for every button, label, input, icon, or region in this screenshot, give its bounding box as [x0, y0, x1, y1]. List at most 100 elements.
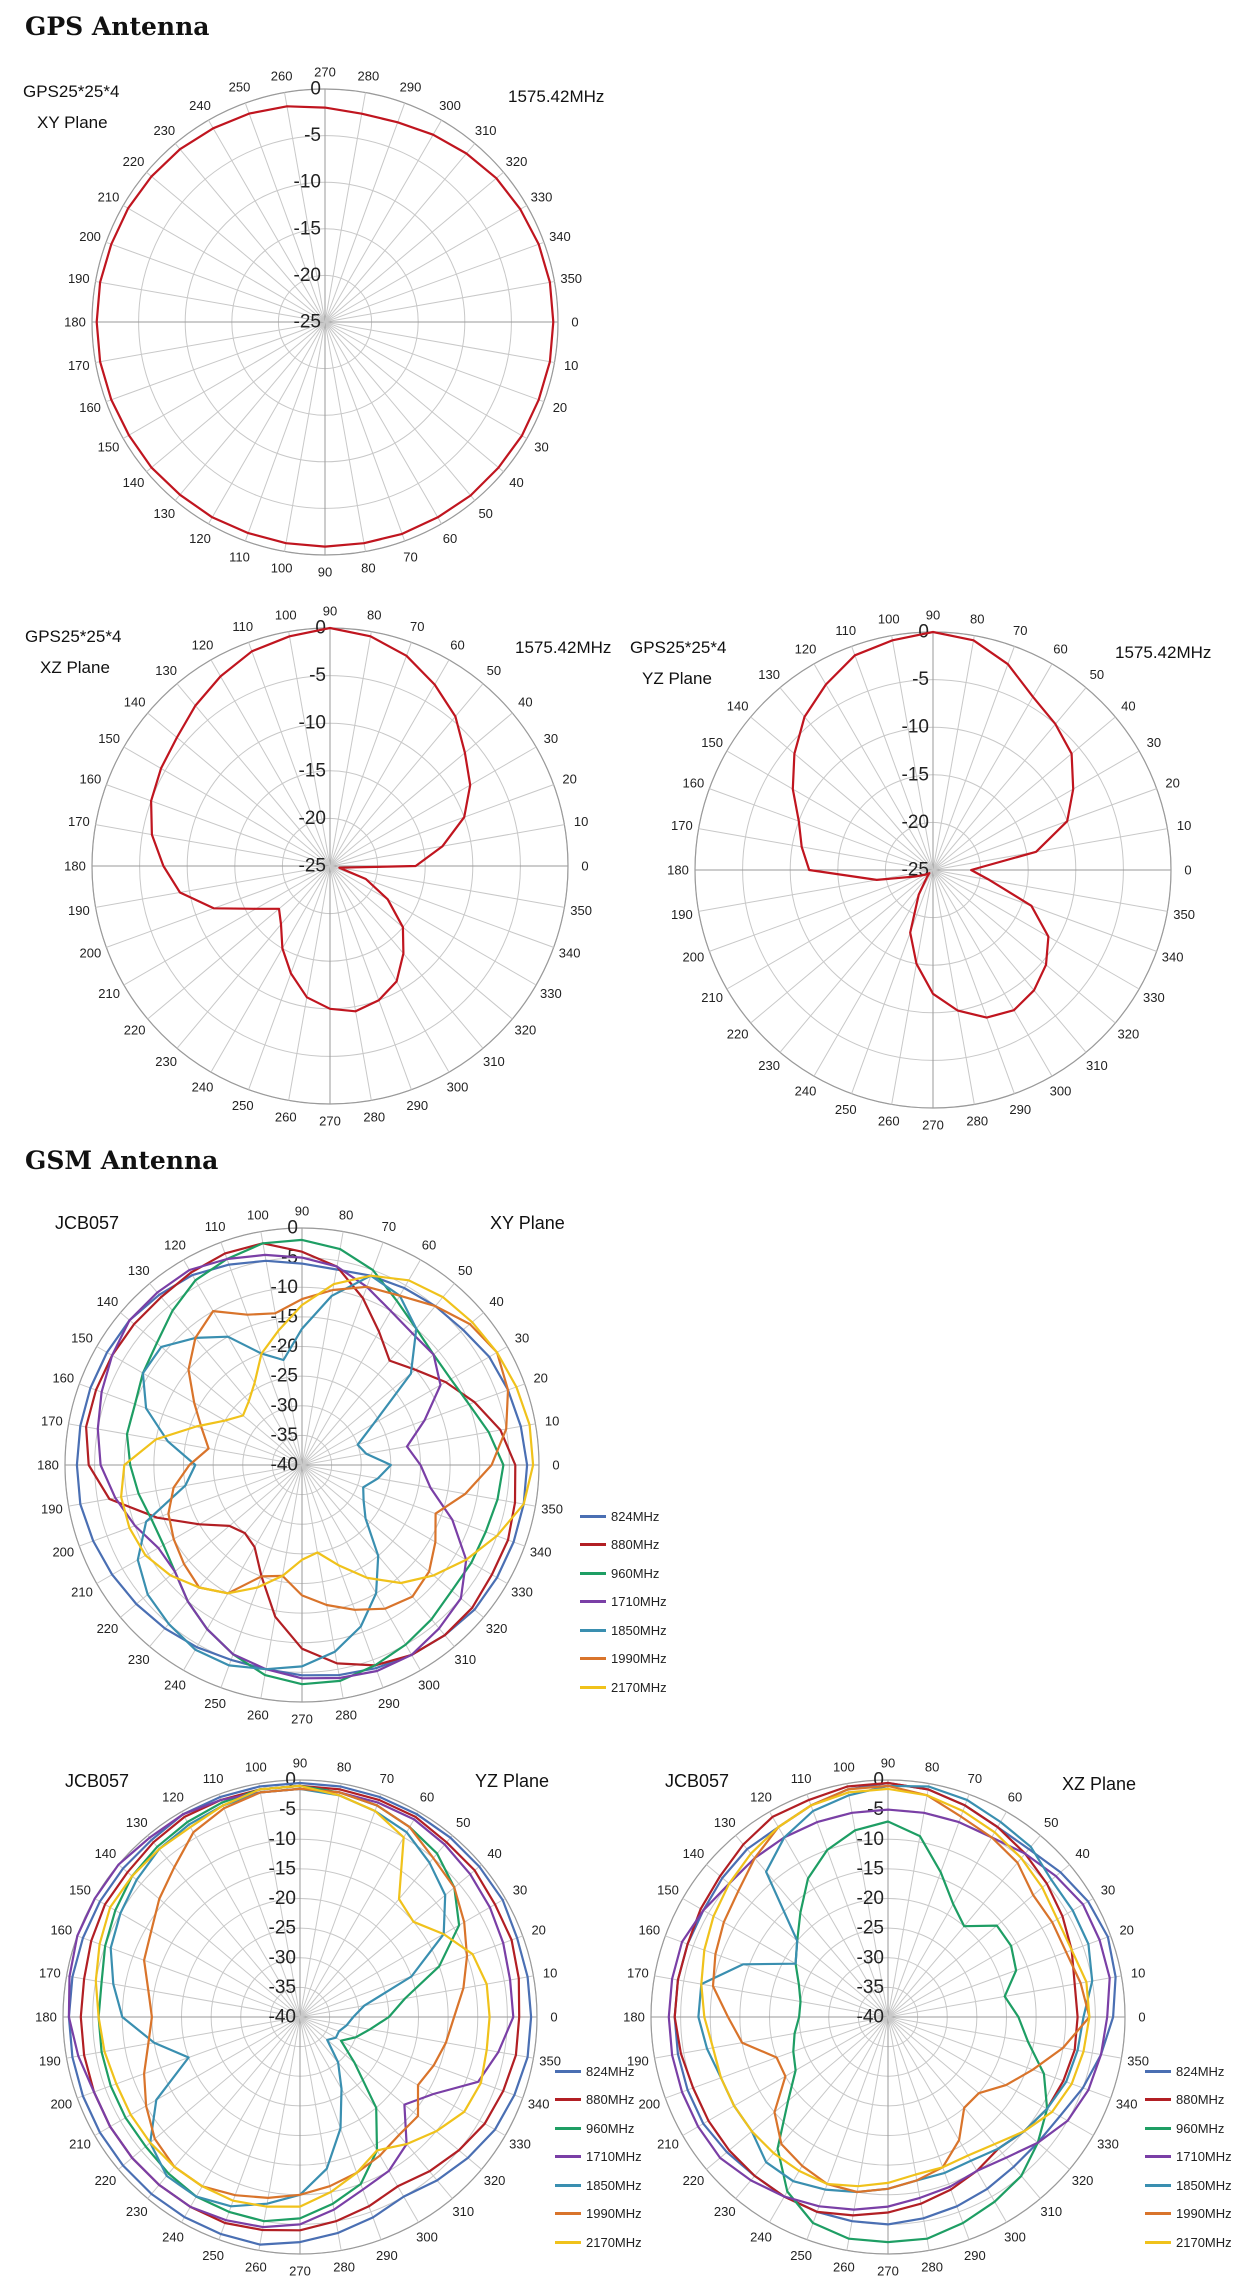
grid-spoke — [932, 869, 1157, 952]
grid-spoke — [66, 1975, 301, 2018]
angle-tick-label: 70 — [382, 1219, 396, 1234]
angle-tick-label: 130 — [758, 667, 780, 682]
legend-label: 1990MHz — [586, 2206, 642, 2222]
legend-swatch — [580, 1514, 606, 1518]
angle-tick-label: 10 — [543, 1965, 557, 1980]
grid-spoke — [735, 2016, 889, 2199]
grid-spoke — [654, 2016, 889, 2059]
legend-item: 1850MHz — [555, 2171, 642, 2200]
angle-tick-label: 290 — [406, 1098, 428, 1113]
angle-tick-label: 290 — [400, 80, 422, 95]
grid-spoke — [248, 642, 331, 867]
angle-tick-label: 300 — [418, 1677, 440, 1692]
angle-labels: 0 10 20 30 40 50 60 70 80 90 100 110 120 130 140 150 160… — [64, 604, 592, 1129]
angle-tick-label: 310 — [483, 1054, 505, 1069]
angle-tick-label: 210 — [657, 2137, 679, 2152]
series-line-2170mhz — [120, 1274, 535, 1595]
radial-tick-label: -15 — [857, 1858, 884, 1879]
grid-spoke — [887, 1864, 1070, 2018]
grid-spoke — [932, 750, 1140, 871]
grid-spoke — [122, 321, 326, 439]
legend-item: 1710MHz — [580, 1588, 667, 1617]
series-line-880mhz — [79, 1784, 521, 2232]
grid-spoke — [851, 869, 934, 1094]
angle-tick-label: 320 — [506, 154, 528, 169]
polar-grid — [64, 1227, 540, 1703]
legend-item: 960MHz — [580, 1559, 667, 1588]
polar-grid — [91, 627, 569, 1105]
series-line-1710mhz — [67, 1787, 515, 2229]
grid-spoke — [183, 1464, 303, 1671]
grid-spoke — [735, 1835, 889, 2018]
radial-tick-label: -20 — [299, 808, 326, 829]
legend-label: 1990MHz — [611, 1651, 667, 1667]
grid-spoke — [288, 631, 331, 867]
angle-tick-label: 350 — [539, 2054, 561, 2069]
grid-spoke — [105, 241, 326, 323]
radial-tick-label: -20 — [294, 265, 321, 286]
angle-tick-label: 0 — [1138, 2010, 1145, 2025]
radial-tick-label: 0 — [315, 618, 326, 639]
chart-freq-label: 1575.42MHz — [508, 87, 604, 106]
grid-spoke — [806, 1794, 889, 2018]
legend-label: 2170MHz — [611, 1679, 667, 1695]
grid-spoke — [147, 2016, 301, 2199]
grid-spoke — [682, 1898, 889, 2018]
angle-tick-label: 340 — [549, 229, 571, 244]
angle-tick-label: 10 — [574, 814, 588, 829]
angle-tick-label: 340 — [1116, 2096, 1138, 2111]
gsm-xy-chart: 0 10 20 30 40 50 60 70 80 90 100 110 120 130 140 150 160… — [37, 1204, 565, 1727]
angle-tick-label: 160 — [683, 775, 705, 790]
grid-spoke — [284, 92, 326, 323]
angle-tick-label: 150 — [69, 1883, 91, 1898]
angle-tick-label: 350 — [541, 1502, 563, 1517]
angle-tick-label: 240 — [192, 1079, 214, 1094]
grid-spoke — [258, 2016, 301, 2251]
angle-tick-label: 330 — [531, 190, 553, 205]
radial-tick-label: -20 — [857, 1888, 884, 1909]
angle-tick-label: 260 — [245, 2260, 267, 2275]
angle-tick-label: 190 — [39, 2054, 61, 2069]
grid-spoke — [769, 1811, 889, 2018]
legend-swatch — [1145, 2069, 1171, 2073]
chart-plane-label: YZ Plane — [475, 1771, 549, 1791]
angle-tick-label: 250 — [835, 1102, 857, 1117]
angle-tick-label: 220 — [97, 1621, 119, 1636]
legend-label: 824MHz — [611, 1508, 660, 1524]
angle-tick-label: 170 — [68, 358, 90, 373]
grid-spoke — [244, 102, 326, 323]
grid-spoke — [324, 205, 528, 323]
grid-spoke — [709, 869, 934, 952]
angle-tick-label: 280 — [966, 1114, 988, 1129]
grid-spoke — [79, 1464, 303, 1547]
angle-tick-label: 220 — [95, 2173, 117, 2188]
grid-spoke — [329, 865, 412, 1090]
angle-tick-label: 170 — [68, 814, 90, 829]
chart-plane-label: XY Plane — [490, 1213, 565, 1233]
angle-tick-label: 200 — [638, 2096, 660, 2111]
gsm-xy-legend: 824MHz 880MHz 960MHz 1710MHz 1850MHz 1990MHz 2… — [580, 1502, 667, 1702]
legend-item: 2170MHz — [555, 2228, 642, 2257]
angle-tick-label: 170 — [627, 1965, 649, 1980]
grid-spoke — [706, 2016, 889, 2170]
grid-spoke — [329, 683, 484, 867]
polar-grid — [694, 631, 1172, 1109]
radial-tick-labels: 0 -5 -10 -15 -20 -25 -30 -35 -40 — [269, 1770, 296, 2028]
grid-spoke — [891, 869, 934, 1105]
grid-spoke — [95, 281, 326, 323]
grid-spoke — [301, 1283, 455, 1466]
angle-tick-label: 280 — [358, 68, 380, 83]
angle-tick-label: 130 — [153, 506, 175, 521]
legend-item: 1990MHz — [555, 2200, 642, 2229]
angle-tick-label: 180 — [623, 2010, 645, 2025]
angle-tick-label: 230 — [758, 1058, 780, 1073]
grid-spoke — [95, 824, 331, 867]
legend-item: 2170MHz — [580, 1673, 667, 1702]
angle-tick-label: 160 — [79, 400, 101, 415]
grid-spoke — [329, 824, 565, 867]
legend-swatch — [555, 2155, 581, 2159]
grid-spoke — [299, 1864, 482, 2018]
angle-tick-label: 160 — [50, 1923, 72, 1938]
gps-yz-chart: 0 10 20 30 40 50 60 70 80 90 100 110 120 130 140 150 160… — [630, 608, 1211, 1133]
angle-tick-label: 160 — [638, 1923, 660, 1938]
